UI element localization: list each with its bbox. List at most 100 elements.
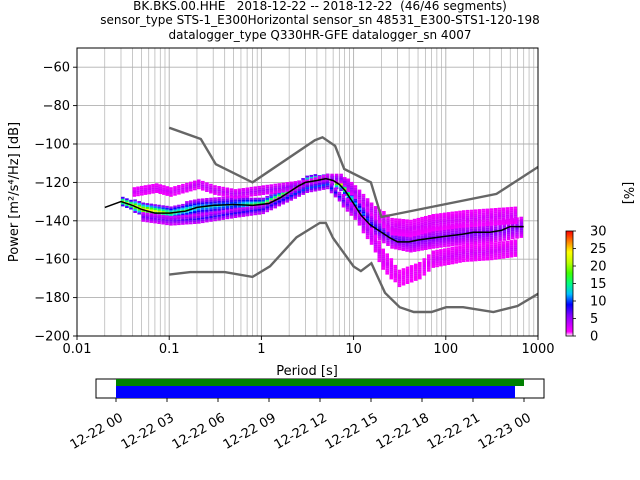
heatmap-cell — [397, 277, 402, 280]
heatmap-cell — [427, 264, 431, 266]
heatmap-cell — [237, 209, 242, 212]
heatmap-cell — [497, 217, 502, 220]
heatmap-cell — [161, 222, 165, 225]
heatmap-cell — [401, 228, 406, 231]
heatmap-cell — [253, 186, 258, 189]
heatmap-cell — [462, 216, 466, 218]
heatmap-cell — [381, 260, 385, 263]
heatmap-cell — [390, 240, 394, 243]
heatmap-cell — [454, 218, 458, 221]
heatmap-cell — [157, 218, 161, 221]
heatmap-cell — [373, 206, 378, 208]
heatmap-cell — [213, 211, 217, 214]
heatmap-cell — [450, 254, 455, 257]
heatmap-cell — [422, 269, 427, 272]
heatmap-cell — [409, 244, 413, 247]
heatmap-cell — [397, 220, 402, 223]
heatmap-cell — [489, 208, 494, 211]
heatmap-cell — [450, 250, 455, 253]
heatmap-cell — [502, 231, 507, 234]
heatmap-cell — [394, 220, 398, 223]
heatmap-cell — [435, 219, 439, 222]
availability-tick-label: 12-22 21 — [425, 411, 483, 453]
heatmap-cell — [173, 221, 177, 224]
heatmap-cell — [162, 185, 166, 188]
heatmap-cell — [511, 223, 515, 226]
heatmap-cell — [497, 247, 502, 250]
heatmap-cell — [257, 201, 261, 204]
heatmap-cell — [169, 206, 173, 209]
heatmap-cell — [342, 186, 347, 189]
heatmap-cell — [454, 238, 458, 240]
heatmap-cell — [382, 222, 386, 225]
heatmap-cell — [229, 194, 234, 197]
heatmap-cell — [209, 187, 213, 190]
heatmap-cell — [424, 232, 428, 235]
heatmap-cell — [462, 242, 466, 245]
heatmap-cell — [237, 194, 242, 197]
heatmap-cell — [466, 234, 470, 237]
heatmap-cell — [509, 249, 514, 252]
heatmap-cell — [493, 255, 498, 258]
heatmap-cell — [515, 230, 519, 233]
heatmap-cell — [409, 235, 413, 238]
heatmap-cell — [427, 269, 431, 272]
heatmap-cell — [470, 236, 474, 239]
heatmap-cell — [147, 186, 151, 189]
heatmap-cell — [431, 262, 436, 264]
heatmap-cell — [205, 209, 209, 212]
heatmap-cell — [147, 190, 151, 193]
heatmap-cell — [382, 237, 386, 240]
heatmap-cell — [245, 201, 250, 204]
heatmap-cell — [151, 185, 155, 188]
heatmap-cell — [454, 246, 458, 249]
heatmap-cell — [412, 246, 417, 248]
heatmap-cell — [205, 184, 209, 187]
heatmap-cell — [435, 265, 439, 268]
heatmap-cell — [189, 214, 193, 217]
heatmap-cell — [265, 186, 270, 189]
heatmap-cell — [424, 219, 428, 222]
heatmap-cell — [443, 245, 447, 248]
heatmap-cell — [237, 197, 242, 200]
heatmap-cell — [165, 223, 169, 226]
heatmap-cell — [253, 213, 258, 216]
heatmap-cell — [397, 246, 402, 249]
heatmap-cell — [515, 227, 519, 229]
heatmap-cell — [345, 207, 350, 210]
heatmap-cell — [353, 214, 358, 216]
heatmap-cell — [185, 206, 189, 209]
heatmap-cell — [519, 218, 524, 221]
heatmap-cell — [390, 219, 394, 222]
heatmap-cell — [189, 200, 193, 203]
heatmap-cell — [205, 220, 209, 223]
heatmap-cell — [466, 257, 470, 260]
heatmap-cell — [477, 251, 482, 254]
heatmap-cell — [273, 189, 278, 192]
heatmap-cell — [501, 213, 506, 216]
heatmap-cell — [427, 215, 432, 217]
heatmap-cell — [157, 220, 161, 223]
heatmap-cell — [466, 250, 470, 253]
heatmap-cell — [427, 260, 431, 263]
heatmap-cell — [505, 256, 510, 258]
heatmap-cell — [349, 208, 354, 210]
heatmap-cell — [213, 185, 217, 188]
heatmap-cell — [505, 216, 510, 219]
heatmap-cell — [125, 206, 129, 208]
heatmap-cell — [369, 212, 374, 215]
heatmap-cell — [515, 234, 519, 237]
heatmap-cell — [157, 206, 161, 209]
heatmap-cell — [454, 224, 458, 227]
heatmap-cell — [381, 262, 385, 264]
heatmap-cell — [513, 249, 518, 252]
heatmap-cell — [386, 225, 390, 228]
heatmap-cell — [418, 275, 422, 278]
heatmap-cell — [225, 189, 230, 192]
heatmap-cell — [420, 232, 424, 235]
heatmap-cell — [257, 208, 261, 211]
heatmap-cell — [501, 217, 506, 220]
heatmap-cell — [229, 201, 234, 204]
